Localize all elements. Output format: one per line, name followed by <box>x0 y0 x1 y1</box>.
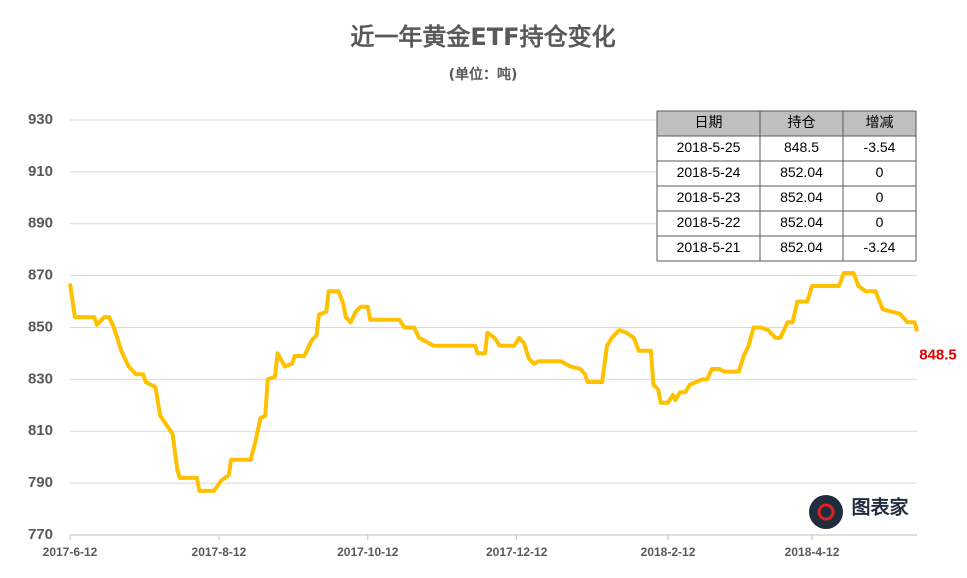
logo-icon <box>817 503 835 521</box>
table-cell: 0 <box>876 189 884 205</box>
y-tick-label: 910 <box>28 163 53 180</box>
data-table: 日期 持仓 增减 2018-5-25 848.5 -3.54 2018-5-24 852.04… <box>656 110 917 262</box>
table-cell: 2018-5-23 <box>677 189 741 205</box>
x-tick-label: 2018-2-12 <box>641 545 696 559</box>
table-cell: -3.54 <box>864 139 896 155</box>
table-header-bg <box>657 111 916 136</box>
y-tick-label: 870 <box>28 267 53 284</box>
chart-title: 近一年黄金ETF持仓变化 <box>350 23 615 51</box>
table-body-bg <box>657 136 916 261</box>
table-cell: 848.5 <box>784 139 819 155</box>
y-tick-label: 790 <box>28 474 53 491</box>
table-header: 增减 <box>866 114 894 130</box>
table-cell: -3.24 <box>864 239 896 255</box>
table-cell: 852.04 <box>780 239 823 255</box>
chart-subtitle: (单位：吨) <box>449 66 518 83</box>
table-cell: 2018-5-24 <box>677 164 741 180</box>
table-cell: 2018-5-21 <box>677 239 741 255</box>
logo-icon <box>809 495 843 529</box>
y-tick-label: 890 <box>28 215 53 232</box>
logo-text: 图表家 <box>851 496 909 519</box>
table-cell: 852.04 <box>780 189 823 205</box>
table-cell: 0 <box>876 164 884 180</box>
x-tick-label: 2018-4-12 <box>785 545 840 559</box>
y-tick-label: 930 <box>28 111 53 128</box>
x-tick-label: 2017-10-12 <box>337 545 399 559</box>
x-tick-label: 2017-6-12 <box>43 545 98 559</box>
data-line <box>68 271 919 493</box>
y-tick-label: 770 <box>28 526 53 543</box>
y-tick-label: 850 <box>28 318 53 335</box>
table-header: 日期 <box>695 114 723 130</box>
logo: 图表家 <box>809 495 909 529</box>
data-label: 848.5 <box>919 346 957 363</box>
x-tick-label: 2017-8-12 <box>192 545 247 559</box>
table-header: 持仓 <box>788 114 816 130</box>
table-cell: 0 <box>876 214 884 230</box>
table-cell: 2018-5-25 <box>677 139 741 155</box>
table-cell: 852.04 <box>780 164 823 180</box>
x-tick-label: 2017-12-12 <box>486 545 548 559</box>
y-tick-label: 830 <box>28 370 53 387</box>
table-cell: 2018-5-22 <box>677 214 741 230</box>
y-tick-label: 810 <box>28 422 53 439</box>
table-cell: 852.04 <box>780 214 823 230</box>
